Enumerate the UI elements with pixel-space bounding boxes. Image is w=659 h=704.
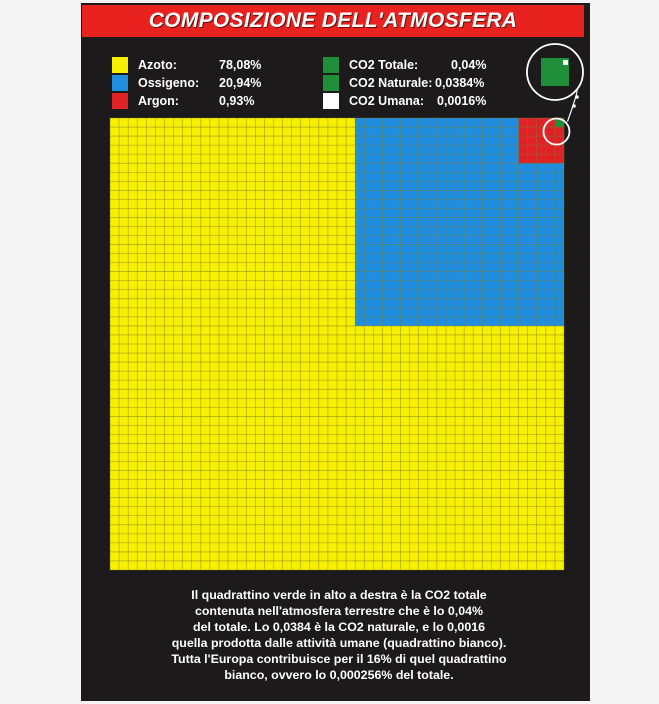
caption-line: contenuta nell'atmosfera terrestre che è… — [194, 604, 484, 618]
chart-title: COMPOSIZIONE DELL'ATMOSFERA — [148, 9, 518, 32]
legend-label-ossigeno: Ossigeno: — [138, 76, 200, 90]
zoom-co2-umana-cell — [563, 60, 568, 65]
legend-label-co2-totale: CO2 Totale: — [349, 58, 419, 72]
legend-value-co2-umana: 0,0016% — [437, 94, 487, 108]
legend-swatch-co2-umana — [323, 93, 339, 109]
legend-swatch-co2-totale — [323, 57, 339, 73]
title-bar: COMPOSIZIONE DELL'ATMOSFERA — [82, 5, 584, 37]
legend-value-argon: 0,93% — [219, 94, 255, 108]
caption-line: quella prodotta dalle attività umane (qu… — [171, 636, 507, 650]
legend-swatch-co2-naturale — [323, 75, 339, 91]
caption-line: Il quadrattino verde in alto a destra è … — [191, 588, 487, 602]
legend-value-co2-naturale: 0,0384% — [435, 76, 485, 90]
caption: Il quadrattino verde in alto a destra è … — [96, 587, 582, 683]
legend-value-co2-totale: 0,04% — [451, 58, 487, 72]
legend-label-co2-naturale: CO2 Naturale: — [349, 76, 433, 90]
caption-line: bianco, ovvero lo 0,000256% del totale. — [224, 668, 454, 682]
legend-value-ossigeno: 20,94% — [219, 76, 262, 90]
caption-line: Tutta l'Europa contribuisce per il 16% d… — [171, 652, 507, 666]
legend-swatch-ossigeno — [112, 75, 128, 91]
legend-swatch-argon — [112, 93, 128, 109]
waffle-grid — [109, 117, 565, 571]
zoom-callouts — [526, 43, 584, 146]
zoom-circle-small — [542, 117, 571, 146]
legend-swatch-azoto — [112, 57, 128, 73]
legend-label-argon: Argon: — [138, 94, 179, 108]
legend-label-co2-umana: CO2 Umana: — [349, 94, 425, 108]
caption-line: del totale. Lo 0,0384 è la CO2 naturale,… — [193, 620, 485, 634]
waffle-cell-co2 — [554, 118, 564, 128]
legend-label-azoto: Azoto: — [138, 58, 177, 72]
connector-line — [566, 89, 578, 122]
waffle-gridlines — [109, 117, 565, 571]
legend-value-azoto: 78,08% — [219, 58, 262, 72]
